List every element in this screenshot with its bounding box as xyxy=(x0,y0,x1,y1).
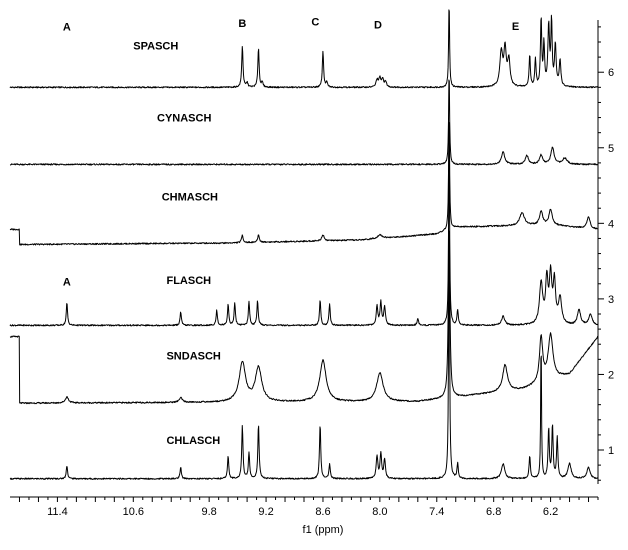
y-axis: 1 2 3 4 5 6 xyxy=(597,20,614,484)
trace-chlasch xyxy=(9,237,599,480)
x-tick-label: 8.6 xyxy=(315,506,330,518)
peak-label-b-1: B xyxy=(238,18,246,30)
x-axis-ticks: 11.4 10.6 9.8 9.2 8.6 8.0 7.4 6.8 6.2 xyxy=(18,497,599,518)
x-tick-label: 6.8 xyxy=(486,506,501,518)
series-label-flasch: FLASCH xyxy=(166,275,211,287)
series-label-sndasch: SNDASCH xyxy=(166,350,220,362)
series-label-spasch: SPASCH xyxy=(133,41,178,53)
series-labels: SPASCH CYNASCH CHMASCH FLASCH SNDASCH CHLASCH xyxy=(133,41,221,447)
x-tick-label: 9.2 xyxy=(258,506,273,518)
peak-label-d-3: D xyxy=(374,19,382,31)
y-tick-label: 4 xyxy=(608,218,614,230)
series-label-chlasch: CHLASCH xyxy=(166,435,220,447)
trace-spasch xyxy=(9,9,599,89)
x-tick-label: 9.8 xyxy=(202,506,217,518)
peak-label-a-0: A xyxy=(63,22,71,34)
spectra-traces xyxy=(9,9,599,480)
peak-labels: A B C D E A xyxy=(63,16,519,288)
x-tick-label: 7.4 xyxy=(429,506,444,518)
y-tick-label: 5 xyxy=(608,143,614,155)
y-tick-label: 2 xyxy=(608,369,614,381)
y-tick-label: 3 xyxy=(608,294,614,306)
y-tick-label: 6 xyxy=(608,67,614,79)
x-axis-title: f1 (ppm) xyxy=(303,524,344,536)
trace-chmasch xyxy=(9,121,599,246)
y-tick-label: 1 xyxy=(608,445,614,457)
peak-label-a-5: A xyxy=(63,276,71,288)
peak-label-e-4: E xyxy=(512,21,519,33)
trace-cynasch xyxy=(9,79,599,166)
x-tick-label: 8.0 xyxy=(372,506,387,518)
x-tick-label: 10.6 xyxy=(123,506,144,518)
series-label-cynasch: CYNASCH xyxy=(157,112,211,124)
trace-flasch xyxy=(9,150,599,327)
peak-label-c-2: C xyxy=(311,16,319,28)
series-label-chmasch: CHMASCH xyxy=(162,192,218,204)
x-axis: 11.4 10.6 9.8 9.2 8.6 8.0 7.4 6.8 6.2 f1 (ppm) xyxy=(10,496,599,536)
x-tick-label: 6.2 xyxy=(543,506,558,518)
trace-sndasch xyxy=(9,230,599,405)
x-tick-label: 11.4 xyxy=(47,506,68,518)
y-axis-ticks: 1 2 3 4 5 6 xyxy=(598,26,614,481)
